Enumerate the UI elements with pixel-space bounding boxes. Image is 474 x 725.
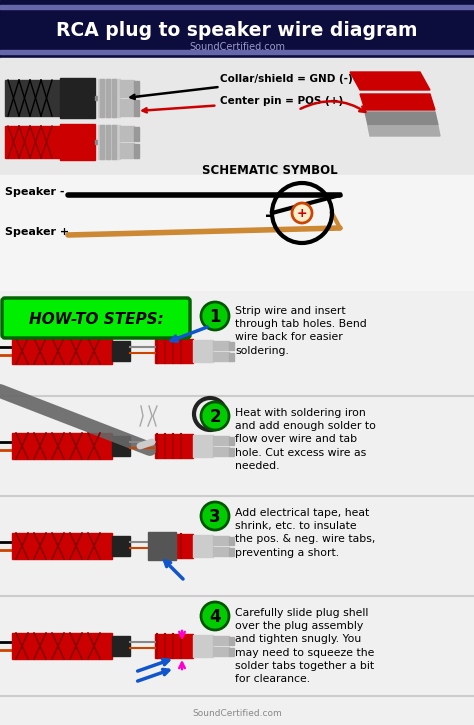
Bar	[106, 125, 110, 159]
Text: 2: 2	[209, 407, 221, 426]
Text: Center pin = POS (+): Center pin = POS (+)	[143, 96, 343, 112]
Text: RCA plug to speaker wire diagram: RCA plug to speaker wire diagram	[56, 20, 418, 39]
Bar	[12, 633, 112, 659]
Bar	[213, 447, 229, 456]
Text: SoundCertified.com: SoundCertified.com	[192, 710, 282, 718]
Text: Collar/shield = GND (-): Collar/shield = GND (-)	[130, 74, 353, 99]
Circle shape	[201, 302, 229, 330]
Bar	[120, 143, 134, 158]
Bar	[213, 547, 229, 556]
Bar	[5, 80, 60, 116]
Text: 3: 3	[209, 507, 221, 526]
Bar	[229, 353, 234, 361]
Bar	[0, 175, 474, 290]
Circle shape	[292, 203, 312, 223]
Bar	[229, 437, 234, 445]
Bar	[213, 536, 229, 545]
Bar	[5, 126, 60, 158]
Bar	[213, 352, 229, 361]
Text: Strip wire and insert
through tab holes. Bend
wire back for easier
soldering.: Strip wire and insert through tab holes.…	[235, 306, 367, 355]
Bar	[0, 58, 474, 290]
Bar	[112, 536, 130, 556]
Text: -: -	[265, 205, 273, 225]
Bar	[112, 636, 130, 656]
Bar	[148, 532, 176, 560]
Bar	[100, 79, 104, 117]
Bar	[100, 125, 104, 159]
Bar	[213, 636, 229, 645]
Circle shape	[201, 602, 229, 630]
Bar	[134, 81, 139, 97]
Bar	[229, 537, 234, 545]
Bar	[193, 340, 213, 362]
Bar	[112, 436, 130, 456]
Bar	[193, 635, 213, 657]
Bar	[229, 548, 234, 556]
Bar	[229, 648, 234, 656]
Bar	[193, 435, 213, 457]
Circle shape	[202, 406, 218, 422]
Circle shape	[201, 402, 229, 430]
Polygon shape	[350, 72, 430, 90]
Text: HOW-TO STEPS:: HOW-TO STEPS:	[28, 312, 164, 326]
Text: SCHEMATIC SYMBOL: SCHEMATIC SYMBOL	[202, 164, 338, 176]
Bar	[12, 433, 112, 459]
Bar	[155, 634, 193, 658]
Text: 4: 4	[209, 608, 221, 626]
Polygon shape	[368, 126, 440, 136]
Bar	[134, 127, 139, 141]
Bar	[120, 126, 134, 141]
Bar	[193, 535, 213, 557]
Bar	[155, 339, 193, 363]
Bar	[60, 124, 95, 160]
Bar	[106, 79, 110, 117]
Bar	[98, 125, 120, 159]
Bar	[95, 96, 98, 100]
Bar	[0, 5, 474, 9]
Bar	[120, 99, 134, 116]
Bar	[12, 533, 112, 559]
Polygon shape	[365, 112, 438, 125]
Bar	[134, 144, 139, 158]
FancyBboxPatch shape	[2, 298, 190, 338]
Bar	[112, 79, 116, 117]
Bar	[229, 342, 234, 350]
Bar	[60, 78, 95, 118]
Bar	[155, 434, 193, 458]
Bar	[0, 50, 474, 54]
Bar	[95, 140, 98, 144]
Bar	[0, 296, 474, 725]
Text: 1: 1	[209, 307, 221, 326]
Bar	[229, 637, 234, 645]
Bar	[213, 647, 229, 656]
Polygon shape	[360, 94, 435, 110]
Bar	[0, 0, 474, 58]
Text: Heat with soldering iron
and add enough solder to
flow over wire and tab
hole. C: Heat with soldering iron and add enough …	[235, 408, 376, 471]
Bar	[155, 534, 193, 558]
Bar	[229, 448, 234, 456]
Text: Speaker +: Speaker +	[5, 227, 69, 237]
Bar	[98, 79, 120, 117]
Bar	[213, 436, 229, 445]
Text: +: +	[297, 207, 307, 220]
Bar	[213, 341, 229, 350]
Text: SoundCertified.com: SoundCertified.com	[189, 42, 285, 52]
Bar	[134, 100, 139, 116]
Text: Carefully slide plug shell
over the plug assembly
and tighten snugly. You
may ne: Carefully slide plug shell over the plug…	[235, 608, 374, 684]
Text: Add electrical tape, heat
shrink, etc. to insulate
the pos. & neg. wire tabs,
pr: Add electrical tape, heat shrink, etc. t…	[235, 508, 375, 558]
Bar	[120, 80, 134, 97]
Text: Speaker -: Speaker -	[5, 187, 64, 197]
Bar	[112, 125, 116, 159]
Bar	[12, 338, 112, 364]
Circle shape	[201, 502, 229, 530]
Bar	[112, 341, 130, 361]
